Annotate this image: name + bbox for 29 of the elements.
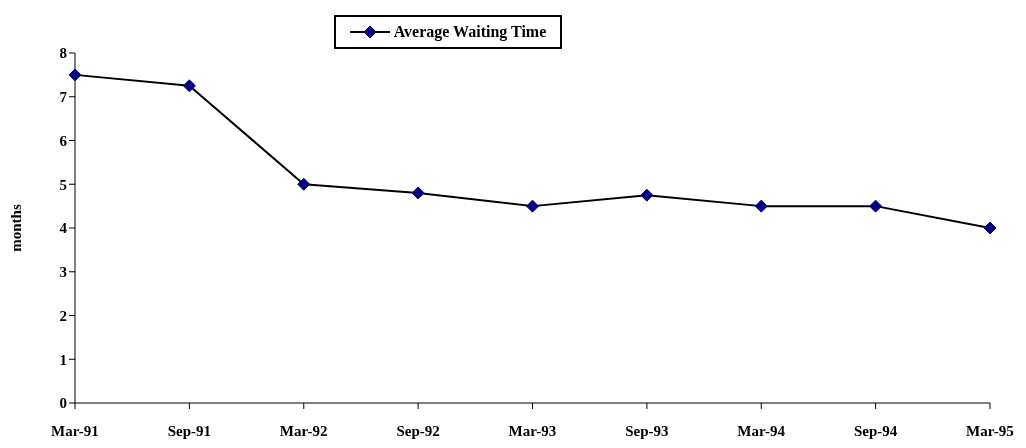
- legend-label: Average Waiting Time: [392, 23, 547, 41]
- x-tick-label: Mar-93: [508, 422, 557, 439]
- y-tick-label: 3: [59, 264, 67, 281]
- y-tick-label: 2: [59, 307, 67, 324]
- x-tick-label: Mar-95: [966, 422, 1014, 439]
- point: [68, 68, 82, 82]
- point: [983, 221, 997, 235]
- x-tick-label: Sep-92: [396, 422, 440, 439]
- point: [754, 199, 768, 213]
- x-tick-label: Mar-92: [279, 422, 328, 439]
- x-tick-label: Sep-91: [167, 422, 212, 439]
- y-tick-label: 0: [59, 395, 67, 412]
- y-tick-label: 7: [59, 89, 68, 106]
- point: [526, 199, 539, 213]
- point: [869, 199, 883, 213]
- y-tick-label: 6: [59, 132, 68, 149]
- x-tick-label: Mar-91: [51, 422, 99, 439]
- x-tick-label: Sep-93: [625, 422, 669, 439]
- y-tick-label: 4: [59, 220, 68, 237]
- y-tick-label: 1: [59, 351, 67, 368]
- y-tick-label: 5: [59, 176, 67, 193]
- point: [411, 186, 425, 200]
- y-tick-label: 8: [59, 45, 67, 62]
- x-tick-label: Mar-94: [737, 422, 786, 439]
- y-axis-title: months: [8, 204, 25, 252]
- point: [297, 177, 311, 191]
- point: [640, 188, 654, 202]
- x-tick-label: Sep-94: [853, 422, 898, 439]
- point: [182, 79, 196, 93]
